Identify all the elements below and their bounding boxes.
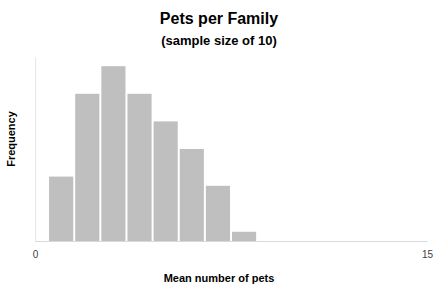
plot-area: 0 15 (33, 58, 434, 261)
x-tick: 0 (33, 241, 39, 260)
x-axis: 0 15 (33, 241, 434, 260)
y-axis (35, 58, 36, 242)
title: Pets per Family (160, 10, 278, 27)
x-tick-label: 0 (33, 249, 39, 260)
bar (232, 232, 256, 241)
x-tick: 15 (422, 241, 434, 260)
y-axis-title: Frequency (5, 110, 17, 167)
bars (49, 66, 256, 241)
x-axis-title: Mean number of pets (164, 272, 275, 284)
bar (101, 66, 125, 241)
chart: 0 15 Pets per Family (sample size of 10) Mea… (0, 0, 442, 295)
bar (154, 121, 178, 241)
y-axis-line (35, 58, 36, 242)
x-axis-line (36, 241, 428, 242)
x-tick-label: 15 (422, 249, 434, 260)
bar (75, 94, 99, 241)
bar (180, 149, 204, 241)
bar (49, 177, 73, 241)
subtitle: (sample size of 10) (161, 33, 277, 48)
bar (206, 186, 230, 241)
bar (127, 94, 151, 241)
